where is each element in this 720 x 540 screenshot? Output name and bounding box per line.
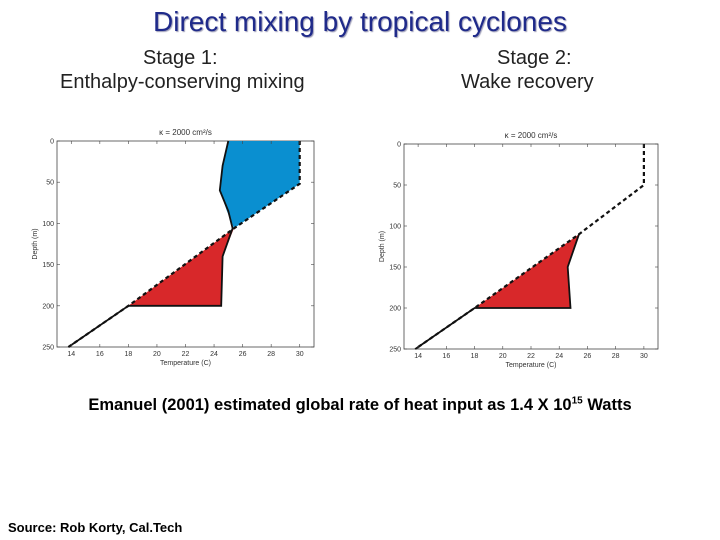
x-tick-label: 24 (555, 353, 563, 360)
x-axis-label: Temperature (C) (160, 360, 211, 367)
mixed-profile-line (67, 140, 234, 348)
stage-1-chart: 14 16 18 20 22 24 26 28 30 0 50 100 150 200 250 κ = 200… (20, 120, 330, 370)
x-tick-label: 26 (584, 353, 592, 360)
y-tick-label: 200 (42, 303, 54, 310)
y-tick-label: 150 (389, 265, 401, 272)
caption-exponent: 15 (571, 395, 583, 407)
y-tick-label: 250 (42, 345, 54, 352)
x-axis-label: Temperature (C) (506, 362, 557, 369)
stage-2-chart-svg: 14 16 18 20 22 24 26 28 30 0 50 100 150 200 250 κ = 200… (379, 131, 659, 369)
y-axis-label: Depth (m) (32, 228, 39, 259)
x-tick-label: 22 (527, 353, 535, 360)
x-tick-label: 28 (612, 353, 620, 360)
y-tick-label: 0 (397, 142, 401, 149)
stage-2-chart: 14 16 18 20 22 24 26 28 30 0 50 100 150 200 250 κ = 200… (366, 120, 676, 370)
chart-title: κ = 2000 cm²/s (505, 131, 558, 140)
x-tick-label: 14 (67, 351, 75, 358)
stage-2-label: Stage 2: (497, 47, 572, 69)
x-tick-label: 28 (267, 351, 275, 358)
x-tick-label: 16 (442, 353, 450, 360)
y-tick-label: 50 (46, 180, 54, 187)
y-tick-label: 100 (389, 224, 401, 231)
y-tick-label: 150 (42, 262, 54, 269)
x-tick-label: 22 (182, 351, 190, 358)
x-tick-label: 18 (124, 351, 132, 358)
y-tick-label: 50 (393, 183, 401, 190)
cooled-layer-region (219, 141, 300, 229)
stage-1-description: Enthalpy-conserving mixing (60, 71, 305, 93)
slide-title: Direct mixing by tropical cyclones (153, 6, 567, 37)
source-credit: Source: Rob Korty, Cal.Tech (8, 520, 183, 535)
x-tick-label: 30 (296, 351, 304, 358)
y-axis-label: Depth (m) (379, 231, 386, 262)
x-tick-label: 20 (153, 351, 161, 358)
caption-text: Emanuel (2001) estimated global rate of … (88, 396, 572, 414)
stage-2-description: Wake recovery (461, 71, 594, 93)
x-tick-label: 14 (414, 353, 422, 360)
stage-1-label: Stage 1: (143, 47, 218, 69)
y-tick-label: 200 (389, 306, 401, 313)
initial-profile-line (67, 141, 301, 348)
chart-title: κ = 2000 cm²/s (159, 128, 212, 137)
recovered-profile-line (414, 233, 580, 350)
stage-2-heading: Stage 2: Wake recovery (461, 46, 594, 94)
plot-area (403, 143, 659, 350)
stage-1-heading: Stage 1: Enthalpy-conserving mixing (60, 46, 305, 94)
y-tick-label: 100 (42, 221, 54, 228)
x-tick-label: 24 (210, 351, 218, 358)
caption: Emanuel (2001) estimated global rate of … (0, 396, 720, 415)
stage-1-chart-svg: 14 16 18 20 22 24 26 28 30 0 50 100 150 200 250 κ = 200… (32, 128, 315, 367)
x-tick-label: 30 (640, 353, 648, 360)
y-tick-label: 0 (50, 139, 54, 146)
x-tick-label: 20 (499, 353, 507, 360)
x-tick-label: 26 (239, 351, 247, 358)
caption-unit: Watts (582, 396, 632, 414)
x-tick-label: 18 (471, 353, 479, 360)
y-tick-label: 250 (389, 347, 401, 354)
x-tick-label: 16 (96, 351, 104, 358)
